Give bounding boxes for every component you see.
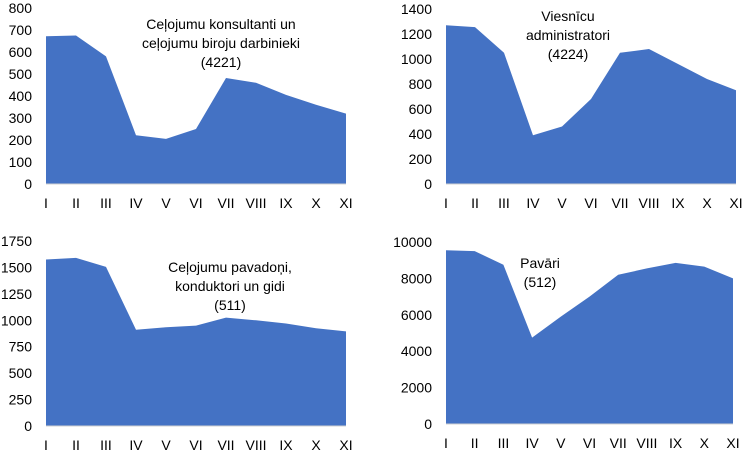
x-tick-label: II xyxy=(72,437,80,453)
x-tick-label: XI xyxy=(339,195,352,211)
chart-title-line: Viesnīcu xyxy=(541,8,594,24)
y-tick-label: 1200 xyxy=(401,26,432,42)
x-tick-label: III xyxy=(498,195,510,211)
x-tick-label: IV xyxy=(129,195,143,211)
x-tick-label: II xyxy=(471,195,479,211)
y-tick-label: 1000 xyxy=(401,51,432,67)
x-tick-label: II xyxy=(72,195,80,211)
y-tick-label: 600 xyxy=(409,101,433,117)
x-tick-label: XI xyxy=(339,437,352,453)
x-tick-label: VII xyxy=(611,195,628,211)
chart-title-line: Ceļojumu konsultanti un xyxy=(146,16,295,32)
y-tick-label: 4000 xyxy=(401,343,432,359)
y-tick-label: 2000 xyxy=(401,380,432,396)
x-tick-label: I xyxy=(444,195,448,211)
x-tick-label: V xyxy=(161,437,171,453)
y-tick-label: 100 xyxy=(9,154,33,170)
x-tick-label: I xyxy=(44,195,48,211)
x-tick-label: VII xyxy=(610,435,627,451)
x-tick-label: I xyxy=(44,437,48,453)
chart-title-line: Pavāri xyxy=(520,255,560,271)
x-tick-label: X xyxy=(702,195,712,211)
area-series xyxy=(446,25,736,184)
y-tick-label: 300 xyxy=(9,110,33,126)
x-tick-label: X xyxy=(700,435,710,451)
y-tick-label: 1250 xyxy=(1,286,32,302)
y-tick-label: 1000 xyxy=(1,312,32,328)
chart-title-line: (511) xyxy=(214,297,246,313)
y-tick-label: 0 xyxy=(24,418,32,434)
y-tick-label: 1400 xyxy=(401,1,432,17)
chart-title-line: (4221) xyxy=(201,54,241,70)
area-series xyxy=(46,35,346,184)
area-series xyxy=(46,257,346,426)
x-tick-label: XI xyxy=(729,195,742,211)
y-tick-label: 600 xyxy=(9,44,33,60)
x-tick-label: IV xyxy=(526,195,540,211)
y-tick-label: 0 xyxy=(424,176,432,192)
chart-title-line: (512) xyxy=(524,274,557,290)
x-tick-label: IX xyxy=(671,195,685,211)
x-tick-label: IX xyxy=(669,435,683,451)
x-tick-label: VIII xyxy=(638,195,659,211)
x-tick-label: III xyxy=(100,195,112,211)
y-tick-label: 400 xyxy=(409,126,433,142)
x-tick-label: VII xyxy=(217,437,234,453)
x-tick-label: VI xyxy=(189,437,202,453)
y-tick-label: 10000 xyxy=(393,234,432,250)
chart-title-line: administratori xyxy=(526,27,610,43)
y-tick-label: 500 xyxy=(9,66,33,82)
x-tick-label: V xyxy=(161,195,171,211)
chart-title-line: konduktori un gidi xyxy=(175,278,285,294)
x-tick-label: VII xyxy=(217,195,234,211)
y-tick-label: 1500 xyxy=(1,259,32,275)
y-tick-label: 800 xyxy=(409,76,433,92)
y-tick-label: 8000 xyxy=(401,270,432,286)
x-tick-label: IV xyxy=(525,435,539,451)
x-tick-label: V xyxy=(556,435,566,451)
area-series xyxy=(446,250,733,424)
y-tick-label: 0 xyxy=(424,416,432,432)
x-tick-label: XI xyxy=(726,435,739,451)
x-tick-label: X xyxy=(311,195,321,211)
x-tick-label: II xyxy=(471,435,479,451)
chart-title-line: Ceļojumu pavadoņi, xyxy=(168,259,292,275)
chart-title-line: (4224) xyxy=(548,46,588,62)
y-tick-label: 750 xyxy=(9,339,33,355)
x-tick-label: IX xyxy=(279,437,293,453)
y-tick-label: 1750 xyxy=(1,233,32,249)
y-tick-label: 0 xyxy=(24,176,32,192)
y-tick-label: 6000 xyxy=(401,307,432,323)
chart-title-line: ceļojumu biroju darbinieki xyxy=(142,35,300,51)
x-tick-label: IX xyxy=(279,195,293,211)
x-tick-label: V xyxy=(557,195,567,211)
x-tick-label: VIII xyxy=(636,435,657,451)
x-tick-label: III xyxy=(498,435,510,451)
x-tick-label: VI xyxy=(583,435,596,451)
y-tick-label: 400 xyxy=(9,88,33,104)
x-tick-label: VI xyxy=(584,195,597,211)
x-tick-label: VIII xyxy=(245,437,266,453)
x-tick-label: VIII xyxy=(245,195,266,211)
y-tick-label: 800 xyxy=(9,0,33,16)
x-tick-label: VI xyxy=(189,195,202,211)
x-tick-label: I xyxy=(444,435,448,451)
y-tick-label: 700 xyxy=(9,22,33,38)
y-tick-label: 250 xyxy=(9,392,33,408)
y-tick-label: 500 xyxy=(9,365,33,381)
y-tick-label: 200 xyxy=(9,132,33,148)
x-tick-label: X xyxy=(311,437,321,453)
x-tick-label: IV xyxy=(129,437,143,453)
x-tick-label: III xyxy=(100,437,112,453)
y-tick-label: 200 xyxy=(409,151,433,167)
